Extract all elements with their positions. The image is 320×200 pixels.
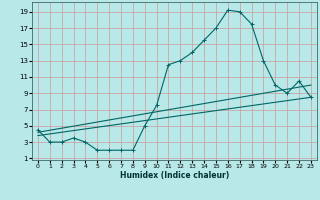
X-axis label: Humidex (Indice chaleur): Humidex (Indice chaleur) bbox=[120, 171, 229, 180]
